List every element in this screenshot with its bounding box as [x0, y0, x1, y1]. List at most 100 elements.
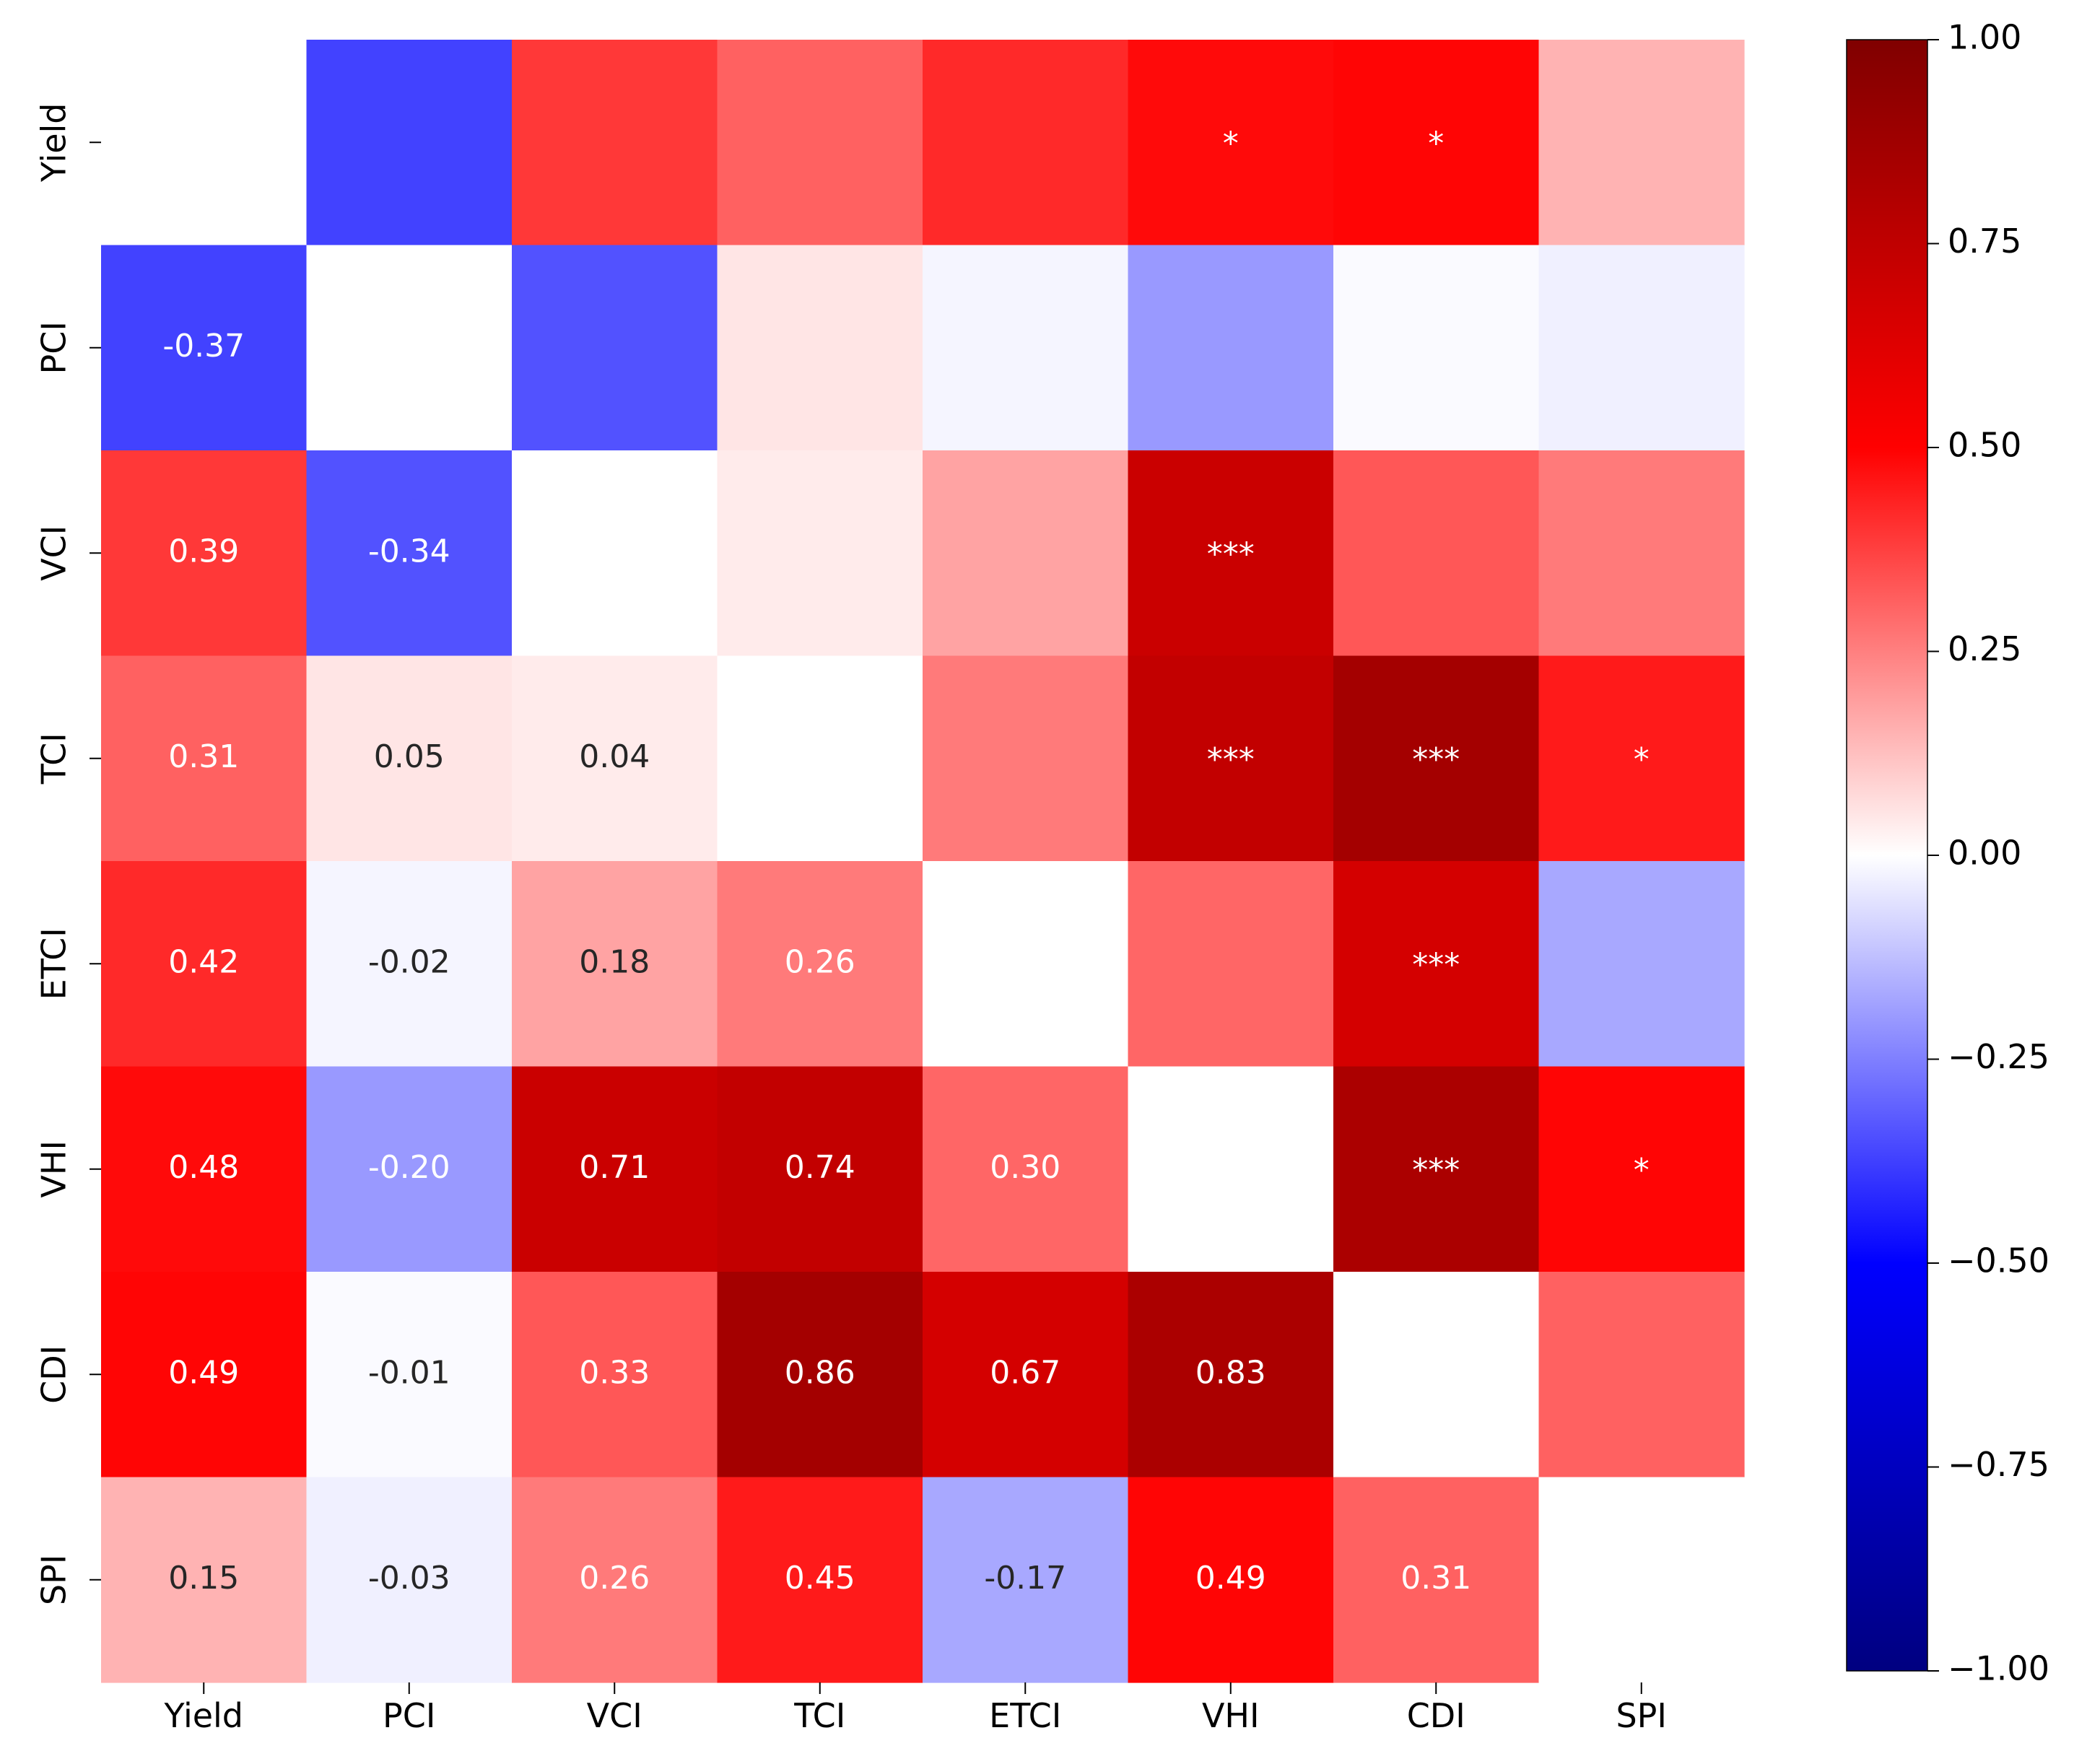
heatmap-cell: [306, 861, 513, 1067]
significance-marker: ***: [1412, 946, 1460, 983]
cell-value-label: 0.86: [785, 1354, 855, 1391]
heatmap-cell: [717, 655, 923, 862]
heatmap-cell: [923, 861, 1129, 1067]
heatmap-cell: [1128, 450, 1334, 657]
heatmap-cell: [512, 655, 718, 862]
heatmap-cell: [923, 245, 1129, 451]
heatmap-cell: [1333, 655, 1540, 862]
heatmap-cell: [101, 450, 308, 657]
heatmap-cell: [1538, 245, 1745, 451]
y-axis: Yield PCI VCI TCI ETCI VHI CDI SPI: [35, 102, 101, 1605]
heatmap-cell: [1333, 1066, 1540, 1272]
significance-marker: ***: [1412, 741, 1460, 778]
cell-value-label: 0.31: [168, 738, 239, 775]
heatmap-cell: [512, 40, 718, 246]
x-axis: Yield PCI VCI TCI ETCI VHI CDI SPI: [163, 1682, 1667, 1735]
y-tick-label: TCI: [35, 733, 74, 785]
heatmap-cell: [1128, 861, 1334, 1067]
cell-value-label: 0.26: [579, 1560, 650, 1597]
cell-value-label: 0.18: [579, 943, 650, 980]
y-tick-label: CDI: [35, 1345, 74, 1404]
heatmap-cell: [1128, 245, 1334, 451]
y-tick-label: VHI: [35, 1140, 74, 1198]
cell-value-label: 0.30: [990, 1149, 1060, 1186]
heatmap-cell: [512, 450, 718, 657]
heatmap-cell: [1538, 1272, 1745, 1478]
cell-value-label: 0.33: [579, 1354, 650, 1391]
y-tick-label: PCI: [35, 321, 74, 374]
heatmap-cell: [1333, 40, 1540, 246]
heatmap-cell: [717, 245, 923, 451]
heatmap-cell: [306, 1066, 513, 1272]
heatmap-cell: [1538, 655, 1745, 862]
heatmap-cell: [101, 1272, 308, 1478]
heatmap-cell: [1128, 1477, 1334, 1683]
heatmap-cell-labels: * *-0.370.39 -0.34 ***0.31 0.05 0.04 *** *** *0.…: [162, 125, 1649, 1597]
colorbar-tick-label: 1.00: [1948, 18, 2021, 57]
cell-value-label: -0.20: [368, 1149, 450, 1186]
x-tick-label: CDI: [1407, 1696, 1465, 1735]
heatmap-cell: [512, 861, 718, 1067]
cell-value-label: 0.15: [168, 1560, 239, 1597]
colorbar-tick-label: 0.50: [1948, 426, 2021, 465]
cell-value-label: 0.83: [1195, 1354, 1266, 1391]
heatmap-cell: [717, 1272, 923, 1478]
heatmap-cell: [1538, 1066, 1745, 1272]
heatmap-cell: [1128, 1066, 1334, 1272]
heatmap-cell: [1128, 1272, 1334, 1478]
heatmap-cell: [306, 450, 513, 657]
x-tick-label: VHI: [1202, 1696, 1260, 1735]
cell-value-label: 0.74: [785, 1149, 855, 1186]
y-tick-label: Yield: [35, 102, 74, 183]
heatmap-cell: [717, 1066, 923, 1272]
heatmap-cell: [1128, 655, 1334, 862]
cell-value-label: 0.05: [374, 738, 445, 775]
heatmap-cell: [101, 245, 308, 451]
heatmap-cell: [306, 245, 513, 451]
cell-value-label: -0.02: [368, 943, 450, 980]
cell-value-label: 0.49: [168, 1354, 239, 1391]
heatmap-cell: [923, 1477, 1129, 1683]
heatmap-cell: [1333, 1477, 1540, 1683]
heatmap-cell: [717, 1477, 923, 1683]
heatmap-cell: [1538, 40, 1745, 246]
heatmap-cell: [717, 40, 923, 246]
heatmap-cell: [1333, 245, 1540, 451]
x-tick-label: ETCI: [989, 1696, 1061, 1735]
cell-value-label: 0.48: [168, 1149, 239, 1186]
colorbar-tick-label: 0.75: [1948, 222, 2021, 261]
cell-value-label: 0.04: [579, 738, 650, 775]
colorbar-tick-label: 0.00: [1948, 834, 2021, 873]
heatmap-cell: [1128, 40, 1334, 246]
heatmap-cell: [1333, 861, 1540, 1067]
significance-marker: ***: [1207, 536, 1255, 572]
significance-marker: ***: [1412, 1152, 1460, 1189]
heatmap-cell: [923, 40, 1129, 246]
x-tick-label: TCI: [793, 1696, 845, 1735]
colorbar-tick-label: −0.75: [1948, 1445, 2049, 1484]
heatmap-cell: [1538, 450, 1745, 657]
cell-value-label: 0.26: [785, 943, 855, 980]
x-tick-label: VCI: [587, 1696, 642, 1735]
heatmap-cell: [101, 1066, 308, 1272]
cell-value-label: -0.17: [984, 1560, 1066, 1597]
colorbar-gradient: [1846, 39, 1928, 1672]
x-tick-label: Yield: [163, 1696, 243, 1735]
colorbar-tick-label: −1.00: [1948, 1649, 2049, 1688]
heatmap-cell: [512, 1272, 718, 1478]
colorbar-tick-label: −0.25: [1948, 1037, 2049, 1076]
colorbar-tick-label: 0.25: [1948, 629, 2021, 668]
heatmap-cell: [306, 40, 513, 246]
y-tick-label: ETCI: [35, 927, 74, 1000]
heatmap-cell: [923, 655, 1129, 862]
colorbar-tick-label: −0.50: [1948, 1241, 2049, 1280]
significance-marker: *: [1428, 125, 1444, 162]
heatmap-cell: [512, 1477, 718, 1683]
heatmap-cell: [923, 450, 1129, 657]
cell-value-label: 0.49: [1195, 1560, 1266, 1597]
heatmap-cell: [101, 655, 308, 862]
heatmap-cell: [1538, 1477, 1745, 1683]
significance-marker: ***: [1207, 741, 1255, 778]
heatmap-cell: [1333, 1272, 1540, 1478]
